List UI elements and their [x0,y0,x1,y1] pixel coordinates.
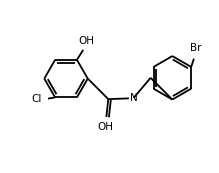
Text: N: N [131,93,138,103]
Text: Cl: Cl [31,94,41,104]
Text: OH: OH [97,122,113,133]
Text: Br: Br [190,43,202,53]
Text: OH: OH [78,35,94,45]
